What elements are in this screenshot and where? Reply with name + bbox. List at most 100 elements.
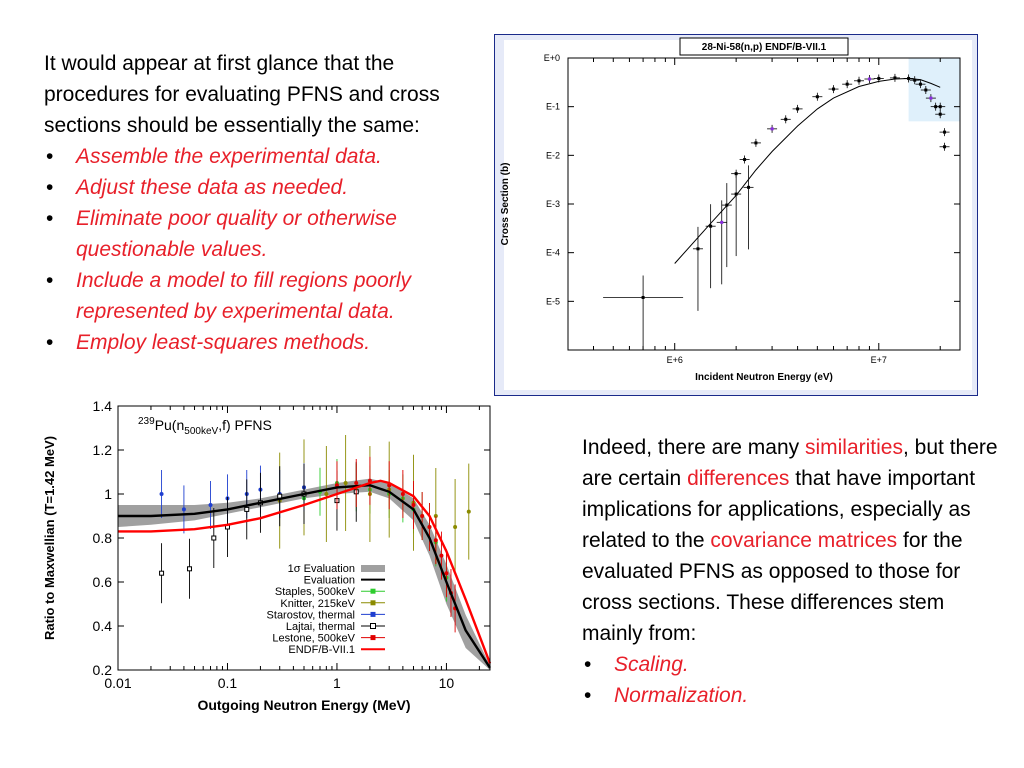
data-point [400, 492, 405, 496]
x-tick-label: 0.01 [104, 675, 131, 691]
data-point [433, 514, 438, 518]
endf-line [118, 479, 492, 664]
legend-label: Starostov, thermal [267, 609, 355, 621]
data-point [444, 571, 449, 576]
data-point [720, 220, 724, 224]
y-tick-label: 1 [104, 486, 112, 502]
data-point [770, 127, 774, 131]
data-point [427, 525, 432, 529]
data-point [907, 76, 911, 80]
data-point [784, 117, 788, 121]
data-point [187, 566, 193, 572]
y-tick-label: E-2 [546, 150, 560, 160]
data-point [641, 295, 645, 299]
intro-bullet: Eliminate poor quality or otherwise ques… [44, 203, 484, 265]
data-point [466, 509, 471, 514]
data-point [725, 203, 729, 207]
data-point [796, 107, 800, 111]
data-point [815, 95, 819, 99]
chart-title: 239Pu(n500keV,f) PFNS [138, 416, 272, 437]
data-point [354, 481, 359, 485]
data-point [832, 87, 836, 91]
title-superscript: 239 [138, 416, 155, 427]
y-tick-label: E-1 [546, 102, 560, 112]
data-point [159, 570, 165, 576]
chart-canvas [504, 40, 972, 390]
y-tick-label: 0.6 [93, 574, 113, 590]
highlight-differences: differences [687, 467, 790, 490]
data-point [877, 76, 881, 80]
conclusion-bullet: Normalization. [582, 680, 1002, 711]
y-tick-label: E-5 [546, 296, 560, 306]
x-tick-label: E+6 [667, 355, 683, 365]
data-point [324, 492, 329, 496]
pfns-ratio-chart: 0.2 0.4 0.6 0.8 1 1.2 1.4 0.01 0.1 1 10 Outgoing Ne… [40, 398, 500, 720]
y-tick-label: 1.2 [93, 442, 113, 458]
data-point [754, 141, 758, 145]
conclusion-segment: that have important implications for app… [582, 467, 976, 552]
conclusion-segment: for the evaluated PFNS as opposed to tho… [582, 529, 963, 645]
y-tick-label: E-3 [546, 199, 560, 209]
cross-section-chart: E+0 E-1 E-2 E-3 E-4 E-5 E+6 E+7 28-Ni-58(n,p) EN… [494, 34, 978, 396]
x-axis-label: Incident Neutron Energy (eV) [695, 372, 833, 383]
chart-title: 28-Ni-58(n,p) ENDF/B-VII.1 [702, 42, 827, 53]
data-point [943, 145, 947, 149]
data-point [913, 78, 917, 82]
data-point [244, 506, 250, 512]
title-subscript: 500keV [184, 426, 218, 437]
shaded-region [908, 58, 960, 122]
evaluation-curve [674, 77, 941, 264]
data-point [208, 503, 213, 507]
conclusion-segment: Indeed, there are many [582, 436, 805, 459]
y-tick-label: 0.4 [93, 618, 113, 634]
intro-bullet: Include a model to fill regions poorly r… [44, 265, 484, 327]
data-point [857, 79, 861, 83]
legend-label: Knitter, 215keV [280, 598, 355, 610]
title-main: Pu(n [155, 417, 185, 433]
legend-marker [370, 611, 376, 617]
y-tick-label: 1.4 [93, 398, 113, 414]
conclusion-block: Indeed, there are many similarities, but… [582, 432, 1002, 711]
conclusion-bullet: Scaling. [582, 649, 1002, 680]
data-point [743, 158, 747, 162]
data-point [938, 112, 942, 116]
data-point [181, 507, 186, 512]
title-tail: ,f) PFNS [218, 417, 272, 433]
data-point [439, 553, 444, 558]
chart-title-box [679, 37, 849, 56]
data-point [747, 185, 751, 189]
legend-swatch [361, 565, 385, 572]
data-point [918, 82, 922, 86]
legend-marker [370, 623, 376, 629]
conclusion-text: Indeed, there are many similarities, but… [582, 432, 1002, 649]
highlight-similarities: similarities [804, 436, 903, 459]
data-point [343, 481, 348, 485]
data-point [938, 105, 942, 109]
legend-label: Lestone, 500keV [272, 633, 355, 645]
y-tick-label: E+0 [544, 53, 560, 63]
x-tick-label: E+7 [871, 355, 887, 365]
data-point [924, 88, 928, 92]
intro-block: It would appear at first glance that the… [44, 48, 484, 358]
data-point [867, 77, 871, 81]
y-axis-label: Ratio to Maxwellian (T=1.42 MeV) [42, 436, 57, 640]
highlight-covariance: covariance matrices [710, 529, 898, 552]
data-point [453, 525, 458, 529]
conclusion-segment: , but there are certain [582, 436, 998, 490]
conclusion-bullet-list: Scaling. Normalization. [582, 649, 1002, 711]
legend-marker [370, 635, 376, 641]
legend-label: 1σ Evaluation [288, 563, 355, 575]
y-tick-label: 0.8 [93, 530, 113, 546]
data-point [734, 192, 738, 196]
data-point [411, 503, 416, 507]
legend-label: ENDF/B-VII.1 [288, 644, 355, 656]
evaluation-line [118, 483, 492, 669]
data-point [845, 82, 849, 86]
pfns-ratio-chart-svg: 0.2 0.4 0.6 0.8 1 1.2 1.4 0.01 0.1 1 10 Outgoing Ne… [42, 398, 492, 713]
legend-marker [370, 588, 376, 594]
data-point [893, 76, 897, 80]
data-point [709, 224, 713, 228]
data-point [420, 514, 425, 518]
cross-section-chart-svg: E+0 E-1 E-2 E-3 E-4 E-5 E+6 E+7 28-Ni-58(n,p) EN… [494, 34, 978, 396]
intro-text: It would appear at first glance that the… [44, 52, 440, 137]
